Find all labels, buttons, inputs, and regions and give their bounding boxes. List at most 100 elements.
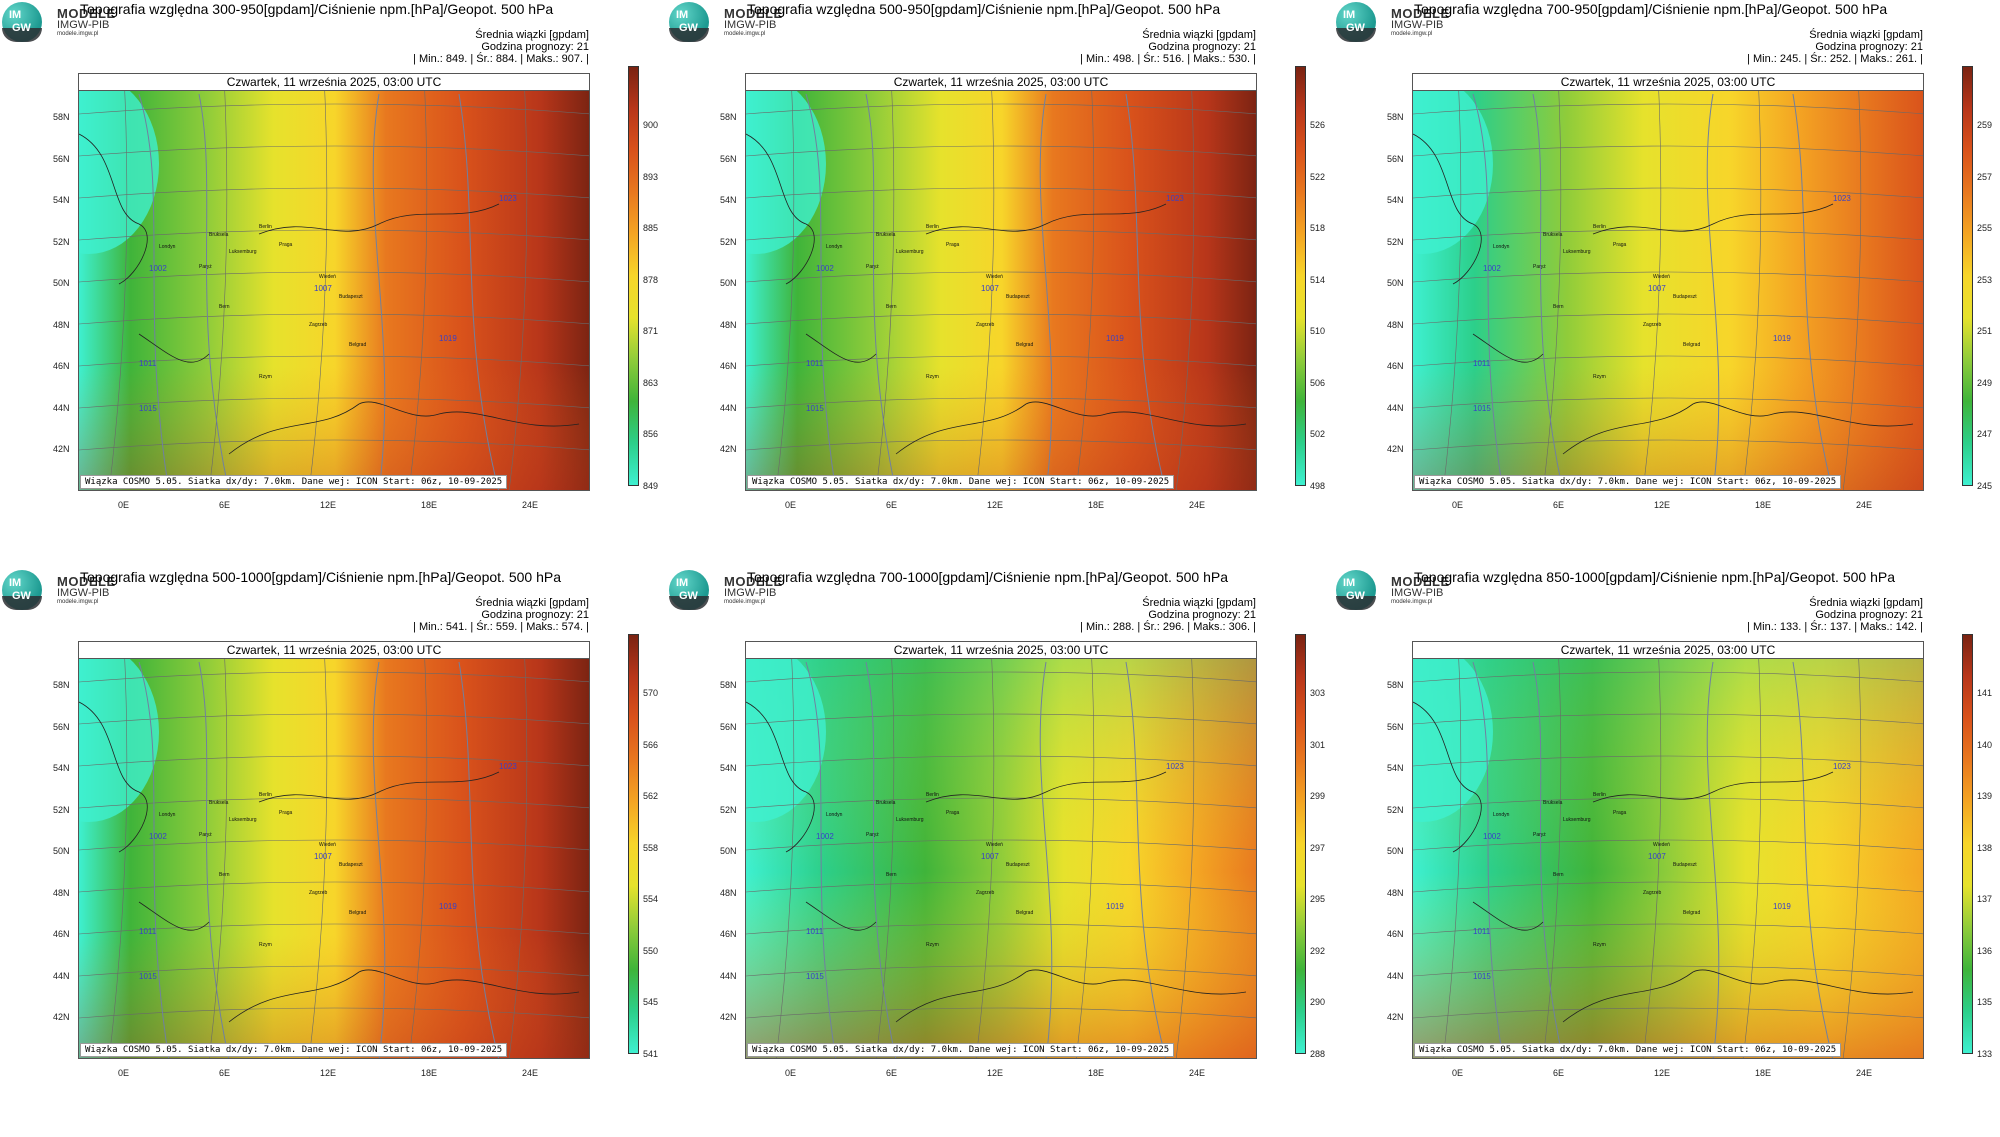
colorbar (628, 66, 639, 486)
lat-tick-label: 44N (720, 402, 737, 413)
parallel-line (79, 397, 589, 409)
meridian-line (308, 642, 328, 1058)
parallel-line (1413, 229, 1923, 241)
isobar-line (458, 661, 500, 1058)
lat-tick-label: 44N (53, 402, 70, 413)
isobar-label: 1023 (1166, 194, 1184, 203)
lat-tick-label: 58N (53, 680, 70, 690)
parallel-line (746, 881, 1256, 893)
meridian-line (1642, 74, 1662, 490)
logo-site-text: modele.imgw.pl (1391, 599, 1433, 605)
lat-tick-label: 42N (720, 444, 737, 454)
parallel-line (1413, 1007, 1923, 1019)
forecast-meta: Średnia wiązki [gpdam] Godzina prognozy: … (1747, 29, 1923, 65)
isobar-label: 1002 (816, 264, 834, 273)
lon-tick-label: 6E (886, 500, 898, 510)
isobar-line (865, 93, 897, 490)
isobar-label: 1002 (816, 832, 834, 841)
isobar-label: 1015 (806, 972, 824, 981)
lat-tick-label: 48N (1387, 887, 1404, 898)
colorbar-tick-label: 297 (1310, 842, 1326, 853)
logo-im-text: IM (9, 577, 22, 589)
lon-tick-label: 18E (421, 500, 438, 510)
field-shading-overlay (746, 642, 1256, 1058)
gridded-field (746, 642, 1256, 1058)
lon-tick-label: 18E (1755, 1068, 1772, 1078)
field-stats: | Min.: 849. | Śr.: 884. | Maks.: 907. | (413, 53, 589, 65)
city-label: Wiedeń (1653, 274, 1670, 280)
isobar-label: 1015 (1473, 972, 1491, 981)
parallel-line (1413, 271, 1923, 283)
logo-im-text: IM (676, 577, 689, 589)
forecast-meta: Średnia wiązki [gpdam] Godzina prognozy: … (1747, 597, 1923, 633)
lon-tick-label: 12E (987, 500, 1004, 510)
city-label: Belgrad (349, 342, 367, 348)
city-label: Wiedeń (319, 842, 336, 848)
city-label: Praga (1613, 242, 1627, 248)
logo-gw-text: GW (679, 590, 698, 602)
parallel-line (1413, 355, 1923, 367)
lat-tick-label: 48N (720, 887, 737, 898)
colorbar-tick-label: 498 (1310, 480, 1326, 491)
colorbar-tick-label: 541 (643, 1048, 659, 1059)
field-shading-overlay (79, 642, 589, 1058)
isobar-line (1532, 661, 1564, 1058)
colorbar-tick-label: 139 (1977, 791, 1993, 801)
coastline (805, 333, 877, 363)
lat-tick-label: 52N (53, 804, 70, 815)
isobar-label: 1019 (439, 902, 457, 911)
isobar-label: 1007 (1648, 284, 1666, 293)
lon-tick-label: 6E (219, 1068, 231, 1078)
colorbar-tick-label: 863 (643, 377, 659, 388)
logo-imgw-text: IMGW-PIB (1391, 587, 1444, 599)
colorbar (1295, 634, 1306, 1054)
city-label: Wiedeń (1653, 842, 1670, 848)
logo-modele-text: MODELE (724, 6, 783, 21)
city-label: Praga (946, 242, 960, 248)
forecast-hour: Godzina prognozy: 21 (1815, 41, 1923, 53)
lat-tick-label: 58N (720, 680, 737, 690)
parallel-line (79, 797, 589, 809)
meridian-line (1542, 74, 1562, 490)
lat-tick-label: 58N (720, 112, 737, 122)
map-panel: IM GW MODELE IMGW-PIB modele.imgw.pl Topograf… (1334, 568, 2000, 1136)
lon-tick-label: 0E (785, 1068, 797, 1078)
isobar-label: 1011 (1473, 927, 1491, 936)
lon-tick-label: 18E (1088, 1068, 1105, 1078)
isobar-line (138, 661, 170, 1058)
city-label: Paryż (1533, 264, 1546, 270)
city-label: Luksemburg (896, 817, 924, 823)
ensemble-label: Średnia wiązki [gpdam] (475, 29, 589, 41)
colorbar-tick-label: 295 (1310, 894, 1326, 904)
imgw-logo-icon: IM GW (2, 2, 42, 42)
logo-im-text: IM (9, 9, 22, 21)
isobar-label: 1002 (1483, 264, 1501, 273)
isobar-label: 1011 (806, 927, 824, 936)
lat-tick-label: 50N (53, 846, 70, 856)
parallel-line (79, 145, 589, 157)
meridian-line (775, 642, 795, 1058)
forecast-meta: Średnia wiązki [gpdam] Godzina prognozy: … (1080, 29, 1256, 65)
field-stats: | Min.: 498. | Śr.: 516. | Maks.: 530. | (1080, 53, 1256, 65)
colorbar-tick-label: 299 (1310, 791, 1326, 801)
meridian-line (1642, 642, 1662, 1058)
city-label: Zagrzeb (976, 322, 995, 328)
ensemble-label: Średnia wiązki [gpdam] (1142, 597, 1256, 609)
logo-gw-text: GW (1346, 590, 1365, 602)
colorbar-tick-label: 249 (1977, 377, 1993, 388)
meridian-line (975, 642, 995, 1058)
lon-tick-label: 24E (1189, 500, 1206, 510)
lon-tick-label: 12E (987, 1068, 1004, 1078)
city-label: Paryż (866, 264, 879, 270)
lon-tick-label: 6E (219, 500, 231, 510)
imgw-logo-icon: IM GW (2, 570, 42, 610)
isobar-label: 1007 (981, 284, 999, 293)
coastline (1592, 203, 1834, 235)
lat-tick-label: 52N (720, 236, 737, 247)
imgw-logo-icon: IM GW (669, 2, 709, 42)
colorbar-tick-label: 554 (643, 894, 659, 904)
meridian-line (1075, 642, 1095, 1058)
isobar-label: 1011 (139, 927, 157, 936)
logo-gw-text: GW (12, 590, 31, 602)
meridian-line (1442, 642, 1462, 1058)
